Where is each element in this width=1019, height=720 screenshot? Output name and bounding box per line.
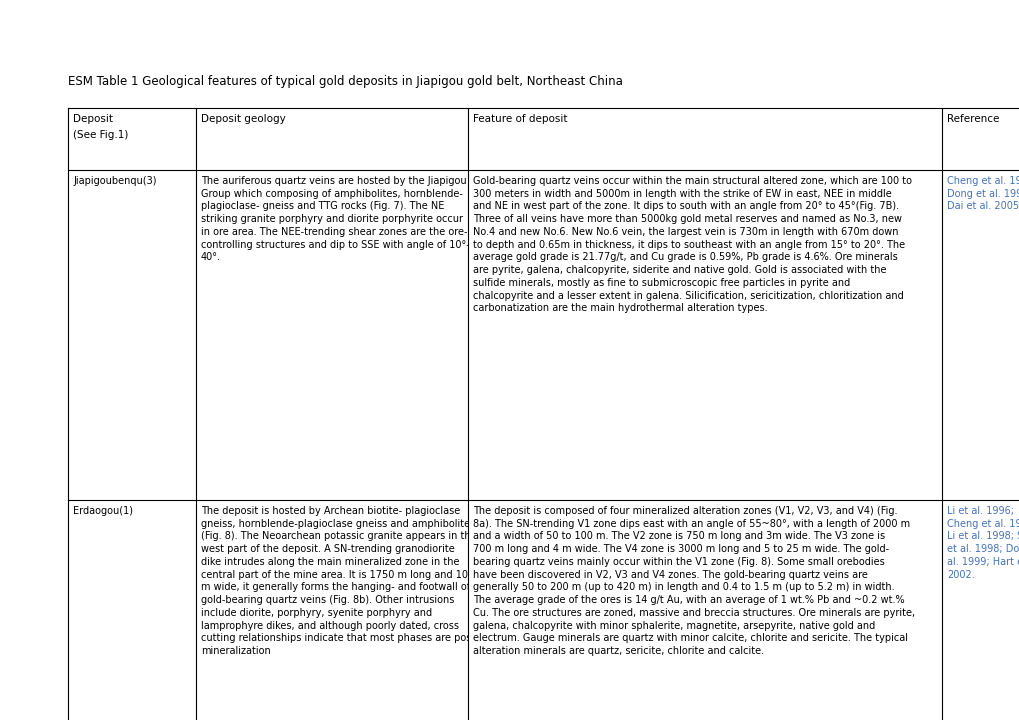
Text: et al. 1998; Dong et: et al. 1998; Dong et [946,544,1019,554]
Text: Deposit geology: Deposit geology [201,114,285,124]
Text: Group which composing of amphibolites, hornblende-: Group which composing of amphibolites, h… [201,189,463,199]
Text: average gold grade is 21.77g/t, and Cu grade is 0.59%, Pb grade is 4.6%. Ore min: average gold grade is 21.77g/t, and Cu g… [473,253,897,262]
Text: electrum. Gauge minerals are quartz with minor calcite, chlorite and sericite. T: electrum. Gauge minerals are quartz with… [473,634,907,644]
Text: central part of the mine area. It is 1750 m long and 100: central part of the mine area. It is 175… [201,570,474,580]
Text: ESM Table 1 Geological features of typical gold deposits in Jiapigou gold belt, : ESM Table 1 Geological features of typic… [68,75,623,88]
Text: Feature of deposit: Feature of deposit [473,114,567,124]
Text: The deposit is hosted by Archean biotite- plagioclase: The deposit is hosted by Archean biotite… [201,506,460,516]
Text: 40°.: 40°. [201,253,221,262]
Text: are pyrite, galena, chalcopyrite, siderite and native gold. Gold is associated w: are pyrite, galena, chalcopyrite, sideri… [473,265,886,275]
Text: alteration minerals are quartz, sericite, chlorite and calcite.: alteration minerals are quartz, sericite… [473,646,763,656]
Text: and a width of 50 to 100 m. The V2 zone is 750 m long and 3m wide. The V3 zone i: and a width of 50 to 100 m. The V2 zone … [473,531,884,541]
Text: Cu. The ore structures are zoned, massive and breccia structures. Ore minerals a: Cu. The ore structures are zoned, massiv… [473,608,914,618]
Text: (See Fig.1): (See Fig.1) [73,130,128,140]
Text: lamprophyre dikes, and although poorly dated, cross: lamprophyre dikes, and although poorly d… [201,621,459,631]
Text: Reference: Reference [946,114,999,124]
Text: 8a). The SN-trending V1 zone dips east with an angle of 55~80°, with a length of: 8a). The SN-trending V1 zone dips east w… [473,518,909,528]
Text: Erdaogou(1): Erdaogou(1) [73,506,132,516]
Text: have been discovered in V2, V3 and V4 zones. The gold-bearing quartz veins are: have been discovered in V2, V3 and V4 zo… [473,570,867,580]
Text: 700 m long and 4 m wide. The V4 zone is 3000 m long and 5 to 25 m wide. The gold: 700 m long and 4 m wide. The V4 zone is … [473,544,889,554]
Text: to depth and 0.65m in thickness, it dips to southeast with an angle from 15° to : to depth and 0.65m in thickness, it dips… [473,240,904,250]
Text: bearing quartz veins mainly occur within the V1 zone (Fig. 8). Some small orebod: bearing quartz veins mainly occur within… [473,557,883,567]
Text: The auriferous quartz veins are hosted by the Jiapigou: The auriferous quartz veins are hosted b… [201,176,466,186]
Text: Dong et al. 1999;: Dong et al. 1999; [946,189,1019,199]
Text: striking granite porphyry and diorite porphyrite occur: striking granite porphyry and diorite po… [201,215,463,224]
Text: gold-bearing quartz veins (Fig. 8b). Other intrusions: gold-bearing quartz veins (Fig. 8b). Oth… [201,595,453,606]
Text: chalcopyrite and a lesser extent in galena. Silicification, sericitization, chlo: chalcopyrite and a lesser extent in gale… [473,291,903,301]
Text: m wide, it generally forms the hanging- and footwall of: m wide, it generally forms the hanging- … [201,582,470,593]
Text: gneiss, hornblende-plagioclase gneiss and amphibolite: gneiss, hornblende-plagioclase gneiss an… [201,518,470,528]
Text: cutting relationships indicate that most phases are post-: cutting relationships indicate that most… [201,634,478,644]
Text: Dai et al. 2005: Dai et al. 2005 [946,202,1018,212]
Text: Jiapigoubenqu(3): Jiapigoubenqu(3) [73,176,156,186]
Text: Cheng et al. 1996;: Cheng et al. 1996; [946,176,1019,186]
Text: plagioclase- gneiss and TTG rocks (Fig. 7). The NE: plagioclase- gneiss and TTG rocks (Fig. … [201,202,444,212]
Text: controlling structures and dip to SSE with angle of 10°-: controlling structures and dip to SSE wi… [201,240,470,250]
Text: and NE in west part of the zone. It dips to south with an angle from 20° to 45°(: and NE in west part of the zone. It dips… [473,202,898,212]
Text: (Fig. 8). The Neoarchean potassic granite appears in the: (Fig. 8). The Neoarchean potassic granit… [201,531,476,541]
Text: The deposit is composed of four mineralized alteration zones (V1, V2, V3, and V4: The deposit is composed of four minerali… [473,506,897,516]
Text: generally 50 to 200 m (up to 420 m) in length and 0.4 to 1.5 m (up to 5.2 m) in : generally 50 to 200 m (up to 420 m) in l… [473,582,894,593]
Text: Gold-bearing quartz veins occur within the main structural altered zone, which a: Gold-bearing quartz veins occur within t… [473,176,911,186]
Text: mineralization: mineralization [201,646,270,656]
Text: in ore area. The NEE-trending shear zones are the ore-: in ore area. The NEE-trending shear zone… [201,227,467,237]
Text: dike intrudes along the main mineralized zone in the: dike intrudes along the main mineralized… [201,557,459,567]
Text: Cheng et al. 1996;: Cheng et al. 1996; [946,518,1019,528]
Text: No.4 and new No.6. New No.6 vein, the largest vein is 730m in length with 670m d: No.4 and new No.6. New No.6 vein, the la… [473,227,898,237]
Text: Li et al. 1998; Shen: Li et al. 1998; Shen [946,531,1019,541]
Text: 300 meters in width and 5000m in length with the strike of EW in east, NEE in mi: 300 meters in width and 5000m in length … [473,189,891,199]
Text: galena, chalcopyrite with minor sphalerite, magnetite, arsepyrite, native gold a: galena, chalcopyrite with minor sphaleri… [473,621,874,631]
Text: carbonatization are the main hydrothermal alteration types.: carbonatization are the main hydrotherma… [473,303,767,313]
Text: al. 1999; Hart et al.: al. 1999; Hart et al. [946,557,1019,567]
Text: west part of the deposit. A SN-trending granodiorite: west part of the deposit. A SN-trending … [201,544,454,554]
Text: include diorite, porphyry, syenite porphyry and: include diorite, porphyry, syenite porph… [201,608,432,618]
Text: sulfide minerals, mostly as fine to submicroscopic free particles in pyrite and: sulfide minerals, mostly as fine to subm… [473,278,850,288]
Text: Li et al. 1996;: Li et al. 1996; [946,506,1013,516]
Text: Three of all veins have more than 5000kg gold metal reserves and named as No.3, : Three of all veins have more than 5000kg… [473,215,901,224]
Text: 2002.: 2002. [946,570,974,580]
Text: Deposit: Deposit [73,114,113,124]
Text: The average grade of the ores is 14 g/t Au, with an average of 1 wt.% Pb and ~0.: The average grade of the ores is 14 g/t … [473,595,904,606]
